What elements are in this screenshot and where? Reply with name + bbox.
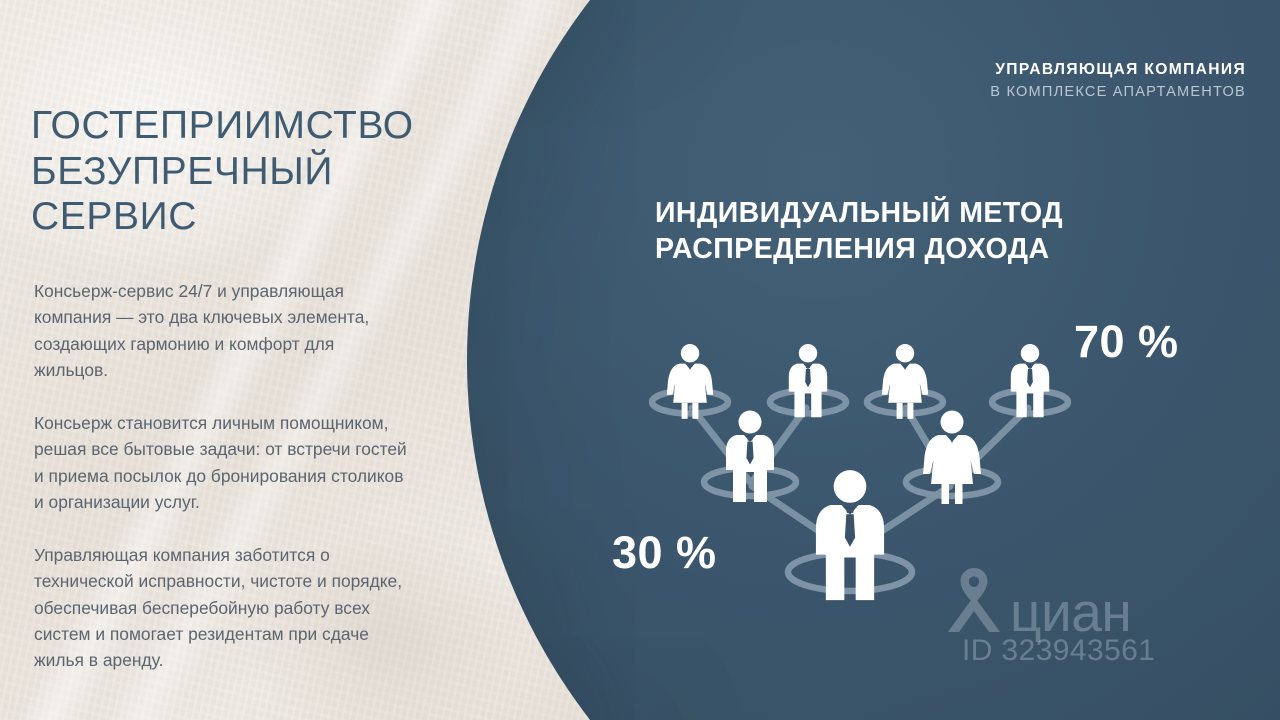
brand-secondary-line: В КОМПЛЕКСЕ АПАРТАМЕНТОВ — [990, 83, 1246, 100]
paragraph-2: Консьерж становится личным помощником, р… — [34, 412, 407, 513]
headline-line-2: БЕЗУПРЕЧНЫЙ — [31, 149, 334, 193]
person-icon-root-male — [815, 470, 885, 601]
brand-primary-line: УПРАВЛЯЮЩАЯ КОМПАНИЯ — [995, 61, 1246, 78]
section-title: ИНДИВИДУАЛЬНЫЙ МЕТОД РАСПРЕДЕЛЕНИЯ ДОХОД… — [655, 197, 1063, 265]
paragraph-1: Консьерж-сервис 24/7 и управляющая компа… — [34, 281, 370, 381]
platform-root — [784, 549, 916, 595]
brand-header: УПРАВЛЯЮЩАЯ КОМПАНИЯ В КОМПЛЕКСЕ АПАРТАМ… — [990, 60, 1246, 102]
hierarchy-diagram — [600, 290, 1100, 640]
headline-line-1: ГОСТЕПРИИМСТВО — [31, 104, 414, 147]
person-icon-mid-right-female — [923, 410, 981, 504]
diagram-figures-root — [815, 470, 885, 601]
paragraph-3: Управляющая компания заботится о техниче… — [34, 544, 403, 671]
body-copy: Консьерж-сервис 24/7 и управляющая компа… — [34, 278, 412, 674]
percent-label-70: 70 % — [1074, 316, 1179, 367]
percent-label-30: 30 % — [612, 527, 717, 578]
headline-line-3: СЕРВИС — [31, 195, 197, 239]
page-title: ГОСТЕПРИИМСТВО БЕЗУПРЕЧНЫЙ СЕРВИС — [31, 103, 451, 240]
